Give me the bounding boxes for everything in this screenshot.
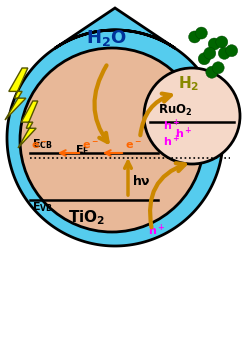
Circle shape <box>198 53 210 65</box>
Text: $\mathbf{E_F}$: $\mathbf{E_F}$ <box>75 143 89 157</box>
Circle shape <box>208 38 220 50</box>
Text: $\mathbf{h^+}$: $\mathbf{h^+}$ <box>163 118 180 133</box>
Circle shape <box>196 27 207 39</box>
Text: $\mathbf{e^-}$: $\mathbf{e^-}$ <box>31 139 48 151</box>
Text: $\mathbf{TiO_2}$: $\mathbf{TiO_2}$ <box>68 209 105 227</box>
Polygon shape <box>18 101 38 148</box>
Circle shape <box>206 66 218 78</box>
Circle shape <box>226 45 238 57</box>
Text: $\mathbf{E_{VB}}$: $\mathbf{E_{VB}}$ <box>32 200 53 214</box>
Text: $\mathbf{H_2}$: $\mathbf{H_2}$ <box>178 74 200 93</box>
Circle shape <box>218 47 230 59</box>
Circle shape <box>204 47 216 59</box>
Text: $\mathbf{e^-}$: $\mathbf{e^-}$ <box>82 139 99 151</box>
Circle shape <box>212 62 224 74</box>
Circle shape <box>144 68 240 164</box>
Circle shape <box>216 36 228 48</box>
Text: $\mathbf{h^+}$: $\mathbf{h^+}$ <box>163 134 180 149</box>
Circle shape <box>188 31 200 43</box>
Text: $\mathbf{E_{CB}}$: $\mathbf{E_{CB}}$ <box>32 137 53 151</box>
Text: $\mathbf{h^+}$: $\mathbf{h^+}$ <box>148 223 165 238</box>
Text: $\mathbf{RuO_2}$: $\mathbf{RuO_2}$ <box>158 102 192 118</box>
Polygon shape <box>5 68 28 120</box>
Circle shape <box>20 48 204 232</box>
Polygon shape <box>7 8 223 246</box>
Text: $\mathbf{H_2O}$: $\mathbf{H_2O}$ <box>86 28 127 48</box>
Text: h$\mathbf{\nu}$: h$\mathbf{\nu}$ <box>132 174 151 188</box>
Text: $\mathbf{h^+}$: $\mathbf{h^+}$ <box>175 126 192 141</box>
Text: $\mathbf{e^-}$: $\mathbf{e^-}$ <box>125 139 142 151</box>
